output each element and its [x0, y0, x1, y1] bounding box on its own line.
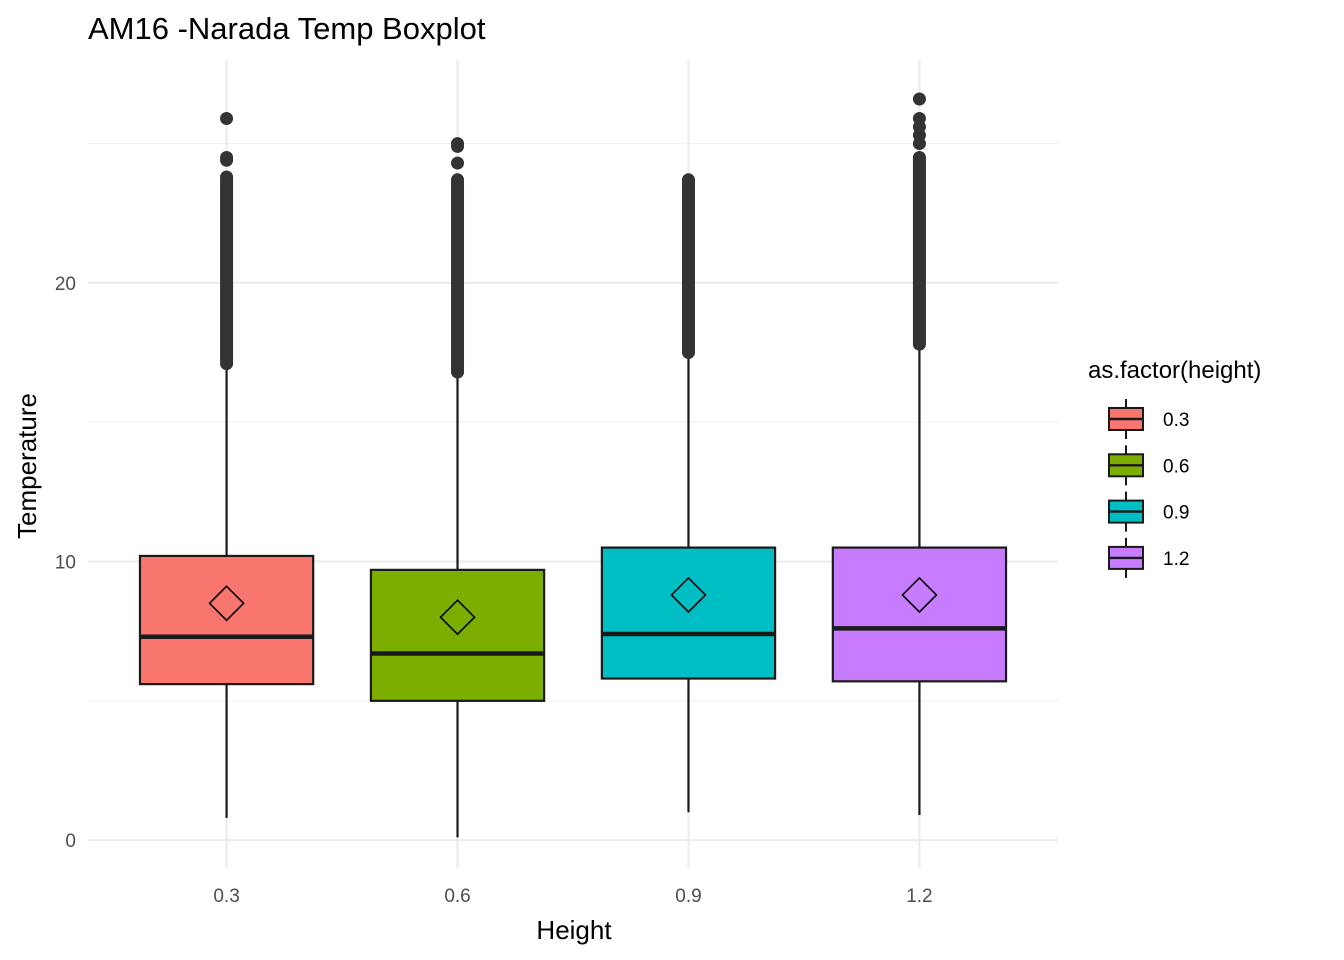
legend-item-1.2: 1.2 — [1108, 537, 1189, 578]
outlier-point — [912, 92, 926, 106]
legend-label: 0.3 — [1163, 410, 1189, 431]
mean-diamond — [439, 599, 476, 636]
outlier-point — [451, 156, 465, 170]
box-body — [831, 546, 1008, 683]
box-group-1.2 — [831, 92, 1008, 816]
outlier-point — [912, 112, 926, 126]
y-tick-label: 10 — [55, 553, 76, 574]
mean-diamond — [670, 576, 707, 614]
mean-diamond — [901, 576, 938, 614]
legend-label: 0.6 — [1163, 456, 1189, 477]
legend-label: 0.9 — [1163, 503, 1189, 524]
mean-diamond — [208, 585, 245, 622]
outlier-point — [220, 151, 234, 165]
legend-item-0.9: 0.9 — [1108, 491, 1189, 532]
x-tick-label: 1.2 — [906, 886, 932, 907]
x-axis-title: Height — [536, 915, 612, 945]
legend-label: 1.2 — [1163, 549, 1189, 570]
grid-lines — [88, 60, 1058, 868]
outlier-band — [451, 173, 465, 379]
outlier-point — [451, 137, 465, 151]
outlier-band — [912, 151, 926, 351]
x-tick-label: 0.6 — [444, 886, 470, 907]
legend-title: as.factor(height) — [1088, 357, 1261, 384]
y-axis-title: Temperature — [12, 393, 42, 539]
box-group-0.3 — [138, 112, 315, 818]
y-tick-label: 20 — [55, 274, 76, 295]
x-tick-label: 0.3 — [213, 886, 239, 907]
outlier-point — [220, 112, 234, 126]
outlier-band — [220, 170, 234, 371]
y-tick-label: 0 — [65, 831, 76, 852]
legend-item-0.3: 0.3 — [1108, 399, 1189, 439]
legend-item-0.6: 0.6 — [1108, 445, 1189, 486]
box-group-0.9 — [600, 173, 777, 813]
legend: as.factor(height) 0.3 0.6 0.9 1.2 — [1088, 357, 1261, 578]
box-group-0.6 — [369, 137, 546, 838]
outlier-band — [681, 173, 695, 360]
x-tick-label: 0.9 — [675, 886, 701, 907]
plot-marks — [138, 92, 1008, 838]
axes: 0 10 20 0.3 0.6 0.9 1.2 — [55, 274, 933, 907]
chart-title: AM16 -Narada Temp Boxplot — [88, 11, 486, 46]
